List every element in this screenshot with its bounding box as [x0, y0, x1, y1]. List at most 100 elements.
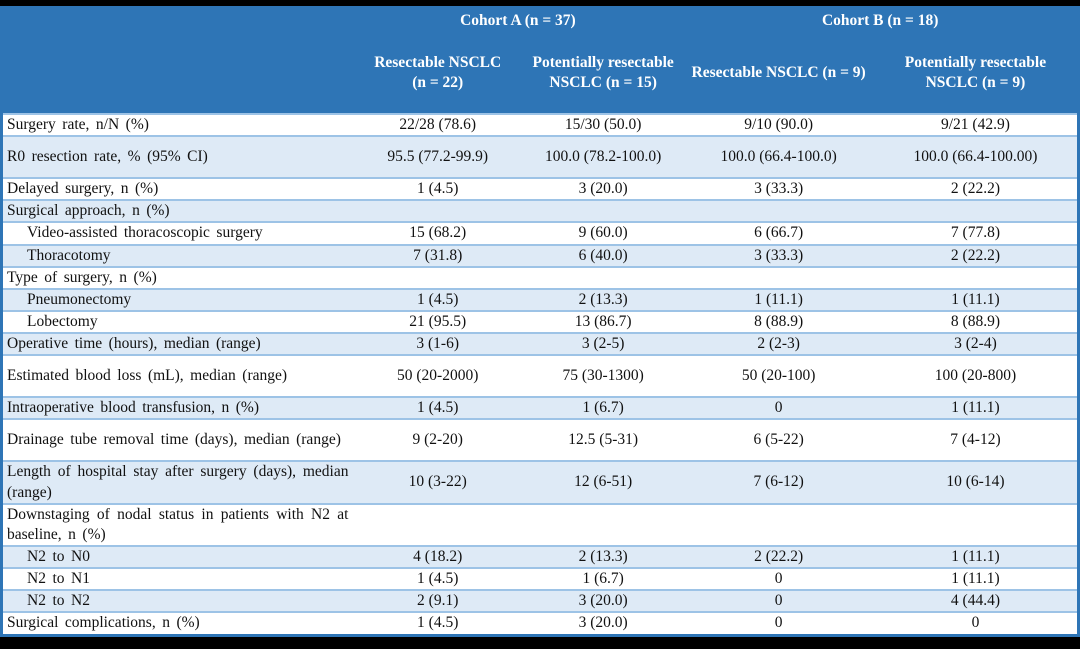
- table-row: Video-assisted thoracoscopic surgery 15 (…: [1, 221, 1079, 245]
- value-cell: [522, 265, 684, 289]
- value-cell: [683, 502, 874, 546]
- value-cell: 4 (18.2): [352, 544, 523, 569]
- table-row: Surgical complications, n (%) 1 (4.5) 3 (2…: [1, 611, 1079, 636]
- row-label: Surgical approach, n (%): [1, 199, 353, 223]
- value-cell: 15 (68.2): [352, 221, 523, 245]
- value-cell: 3 (20.0): [522, 589, 684, 613]
- value-cell: [873, 265, 1079, 289]
- value-cell: 9 (2-20): [352, 418, 523, 462]
- value-cell: [352, 265, 523, 289]
- value-cell: 3 (2-5): [522, 332, 684, 356]
- table-row: N2 to N2 2 (9.1) 3 (20.0) 0 4 (44.4): [1, 589, 1079, 613]
- value-cell: 6 (66.7): [683, 221, 874, 245]
- row-label: N2 to N0: [1, 544, 353, 569]
- value-cell: 7 (77.8): [873, 221, 1079, 245]
- value-cell: 7 (4-12): [873, 418, 1079, 462]
- value-cell: 2 (22.2): [873, 243, 1079, 267]
- value-cell: 22/28 (78.6): [352, 112, 523, 137]
- table-row: Type of surgery, n (%): [1, 265, 1079, 289]
- value-cell: 9 (60.0): [522, 221, 684, 245]
- value-cell: 7 (6-12): [683, 460, 874, 504]
- table-row: Operative time (hours), median (range) 3 …: [1, 332, 1079, 356]
- value-cell: [522, 502, 684, 546]
- table-row: N2 to N1 1 (4.5) 1 (6.7) 0 1 (11.1): [1, 567, 1079, 591]
- row-label: Estimated blood loss (mL), median (range…: [1, 354, 353, 398]
- col-header-potentially-resectable-a: Potentially resectable NSCLC (n = 15): [522, 33, 684, 114]
- row-label: Downstaging of nodal status in patients …: [1, 502, 353, 546]
- value-cell: 75 (30-1300): [522, 354, 684, 398]
- value-cell: 3 (20.0): [522, 611, 684, 636]
- surgery-outcomes-table-wrapper: Cohort A (n = 37) Cohort B (n = 18) Rese…: [0, 6, 1080, 637]
- value-cell: 8 (88.9): [873, 309, 1079, 334]
- value-cell: 6 (5-22): [683, 418, 874, 462]
- value-cell: [873, 502, 1079, 546]
- value-cell: 2 (13.3): [522, 544, 684, 569]
- value-cell: 0: [683, 611, 874, 636]
- row-label: Pneumonectomy: [1, 287, 353, 311]
- value-cell: 3 (20.0): [522, 177, 684, 201]
- value-cell: 50 (20-100): [683, 354, 874, 398]
- value-cell: 50 (20-2000): [352, 354, 523, 398]
- value-cell: 2 (22.2): [873, 177, 1079, 201]
- row-label: Surgical complications, n (%): [1, 611, 353, 636]
- row-label: Drainage tube removal time (days), media…: [1, 418, 353, 462]
- table-row: Delayed surgery, n (%) 1 (4.5) 3 (20.0) 3 (…: [1, 177, 1079, 201]
- value-cell: 1 (4.5): [352, 287, 523, 311]
- value-cell: 2 (22.2): [683, 544, 874, 569]
- col-header-resectable-a: Resectable NSCLC (n = 22): [352, 33, 523, 114]
- value-cell: 8 (88.9): [683, 309, 874, 334]
- value-cell: 1 (11.1): [873, 287, 1079, 311]
- value-cell: 1 (6.7): [522, 396, 684, 420]
- value-cell: [683, 265, 874, 289]
- table-row: Drainage tube removal time (days), media…: [1, 418, 1079, 462]
- value-cell: 6 (40.0): [522, 243, 684, 267]
- value-cell: 3 (1-6): [352, 332, 523, 356]
- value-cell: 15/30 (50.0): [522, 112, 684, 137]
- row-label: Delayed surgery, n (%): [1, 177, 353, 201]
- table-row: Intraoperative blood transfusion, n (%) 1…: [1, 396, 1079, 420]
- value-cell: 1 (11.1): [683, 287, 874, 311]
- value-cell: 2 (2-3): [683, 332, 874, 356]
- table-body: Surgery rate, n/N (%) 22/28 (78.6) 15/30 (…: [1, 112, 1079, 636]
- row-label: Surgery rate, n/N (%): [1, 112, 353, 137]
- value-cell: 0: [683, 589, 874, 613]
- table-row: Thoracotomy 7 (31.8) 6 (40.0) 3 (33.3) 2 (22…: [1, 243, 1079, 267]
- table-row: Lobectomy 21 (95.5) 13 (86.7) 8 (88.9) 8 (88…: [1, 309, 1079, 334]
- value-cell: 2 (13.3): [522, 287, 684, 311]
- value-cell: 1 (6.7): [522, 567, 684, 591]
- row-label: Length of hospital stay after surgery (d…: [1, 460, 353, 504]
- row-label: Thoracotomy: [1, 243, 353, 267]
- value-cell: 1 (4.5): [352, 567, 523, 591]
- value-cell: 0: [683, 396, 874, 420]
- cohort-a-header: Cohort A (n = 37): [352, 7, 684, 33]
- value-cell: 0: [873, 611, 1079, 636]
- corner-cell: [1, 7, 353, 33]
- value-cell: 1 (11.1): [873, 567, 1079, 591]
- col-header-resectable-b: Resectable NSCLC (n = 9): [683, 33, 874, 114]
- col-header-potentially-resectable-b: Potentially resectable NSCLC (n = 9): [873, 33, 1079, 114]
- value-cell: 1 (4.5): [352, 396, 523, 420]
- table-row: Surgical approach, n (%): [1, 199, 1079, 223]
- value-cell: 3 (33.3): [683, 177, 874, 201]
- value-cell: 1 (4.5): [352, 611, 523, 636]
- value-cell: 12 (6-51): [522, 460, 684, 504]
- value-cell: 13 (86.7): [522, 309, 684, 334]
- value-cell: 3 (33.3): [683, 243, 874, 267]
- row-label: N2 to N1: [1, 567, 353, 591]
- value-cell: 100.0 (78.2-100.0): [522, 135, 684, 179]
- value-cell: 1 (11.1): [873, 396, 1079, 420]
- value-cell: 4 (44.4): [873, 589, 1079, 613]
- row-label: Type of surgery, n (%): [1, 265, 353, 289]
- value-cell: 100 (20-800): [873, 354, 1079, 398]
- value-cell: 9/10 (90.0): [683, 112, 874, 137]
- cohort-b-header: Cohort B (n = 18): [683, 7, 1079, 33]
- table-row: Length of hospital stay after surgery (d…: [1, 460, 1079, 504]
- table-row: Pneumonectomy 1 (4.5) 2 (13.3) 1 (11.1) 1 (1…: [1, 287, 1079, 311]
- value-cell: 10 (6-14): [873, 460, 1079, 504]
- corner-cell-2: [1, 33, 353, 114]
- value-cell: 100.0 (66.4-100.00): [873, 135, 1079, 179]
- value-cell: 2 (9.1): [352, 589, 523, 613]
- row-label: R0 resection rate, % (95% CI): [1, 135, 353, 179]
- table-row: R0 resection rate, % (95% CI) 95.5 (77.2-…: [1, 135, 1079, 179]
